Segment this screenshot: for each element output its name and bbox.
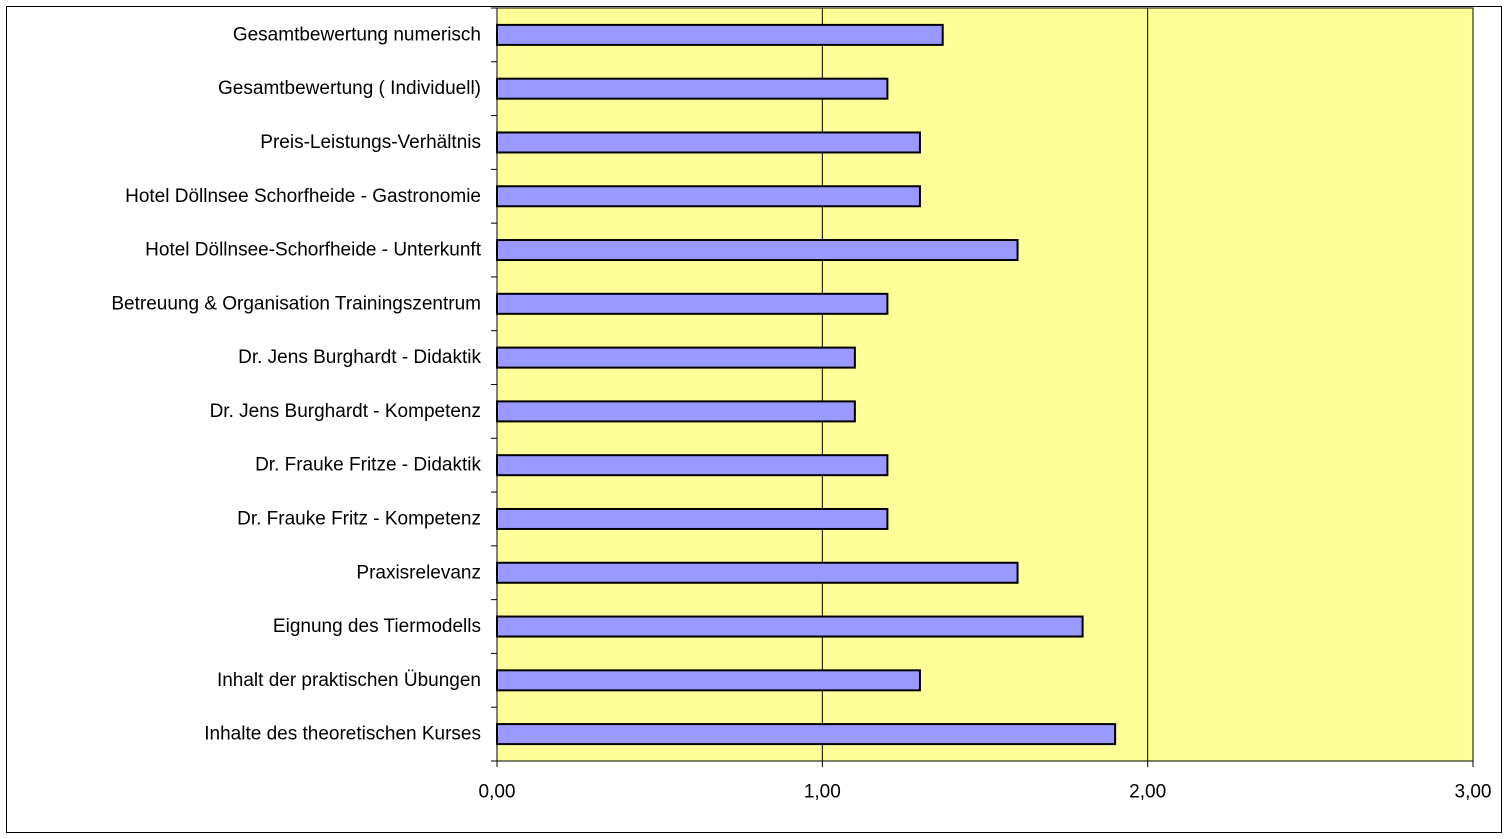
- category-label-0: Gesamtbewertung numerisch: [233, 24, 481, 45]
- bar-13: [496, 723, 1117, 746]
- bar-9: [496, 507, 889, 530]
- category-label-8: Dr. Frauke Fritze - Didaktik: [255, 455, 481, 476]
- bar-12: [496, 669, 921, 692]
- x-tick-label-0: 0,00: [479, 782, 516, 803]
- bar-5: [496, 292, 889, 315]
- bar-1: [496, 77, 889, 100]
- category-label-4: Hotel Döllnsee-Schorfheide - Unterkunft: [145, 240, 482, 261]
- category-label-11: Eignung des Tiermodells: [273, 616, 481, 637]
- category-labels: Gesamtbewertung numerisch Gesamtbewertung…: [111, 24, 481, 744]
- bar-7: [496, 400, 856, 423]
- bar-8: [496, 454, 889, 477]
- x-tick-label-3: 3,00: [1455, 782, 1492, 803]
- bar-2: [496, 131, 921, 154]
- bar-6: [496, 346, 856, 369]
- category-label-5: Betreuung & Organisation Trainingszentru…: [111, 293, 481, 314]
- x-tick-label-2: 2,00: [1129, 782, 1166, 803]
- x-tick-labels: 0,00 1,00 2,00 3,00: [479, 782, 1492, 803]
- bar-3: [496, 185, 921, 208]
- bar-10: [496, 561, 1019, 584]
- y-axis-ticks: [491, 7, 497, 762]
- category-label-12: Inhalt der praktischen Übungen: [217, 670, 481, 691]
- category-label-1: Gesamtbewertung ( Individuell): [218, 78, 481, 99]
- category-label-3: Hotel Döllnsee Schorfheide - Gastronomie: [125, 186, 481, 207]
- category-label-7: Dr. Jens Burghardt - Kompetenz: [210, 401, 481, 422]
- category-label-10: Praxisrelevanz: [356, 562, 481, 583]
- bar-4: [496, 239, 1019, 262]
- bar-11: [496, 615, 1084, 638]
- category-label-13: Inhalte des theoretischen Kurses: [204, 724, 481, 745]
- category-label-6: Dr. Jens Burghardt - Didaktik: [238, 347, 481, 368]
- bars: [496, 23, 1117, 746]
- category-label-2: Preis-Leistungs-Verhältnis: [260, 132, 481, 153]
- x-tick-label-1: 1,00: [804, 782, 841, 803]
- category-label-9: Dr. Frauke Fritz - Kompetenz: [237, 508, 481, 529]
- x-axis-ticks: [496, 761, 1474, 767]
- bar-0: [496, 23, 944, 46]
- plot-area: [496, 7, 1474, 762]
